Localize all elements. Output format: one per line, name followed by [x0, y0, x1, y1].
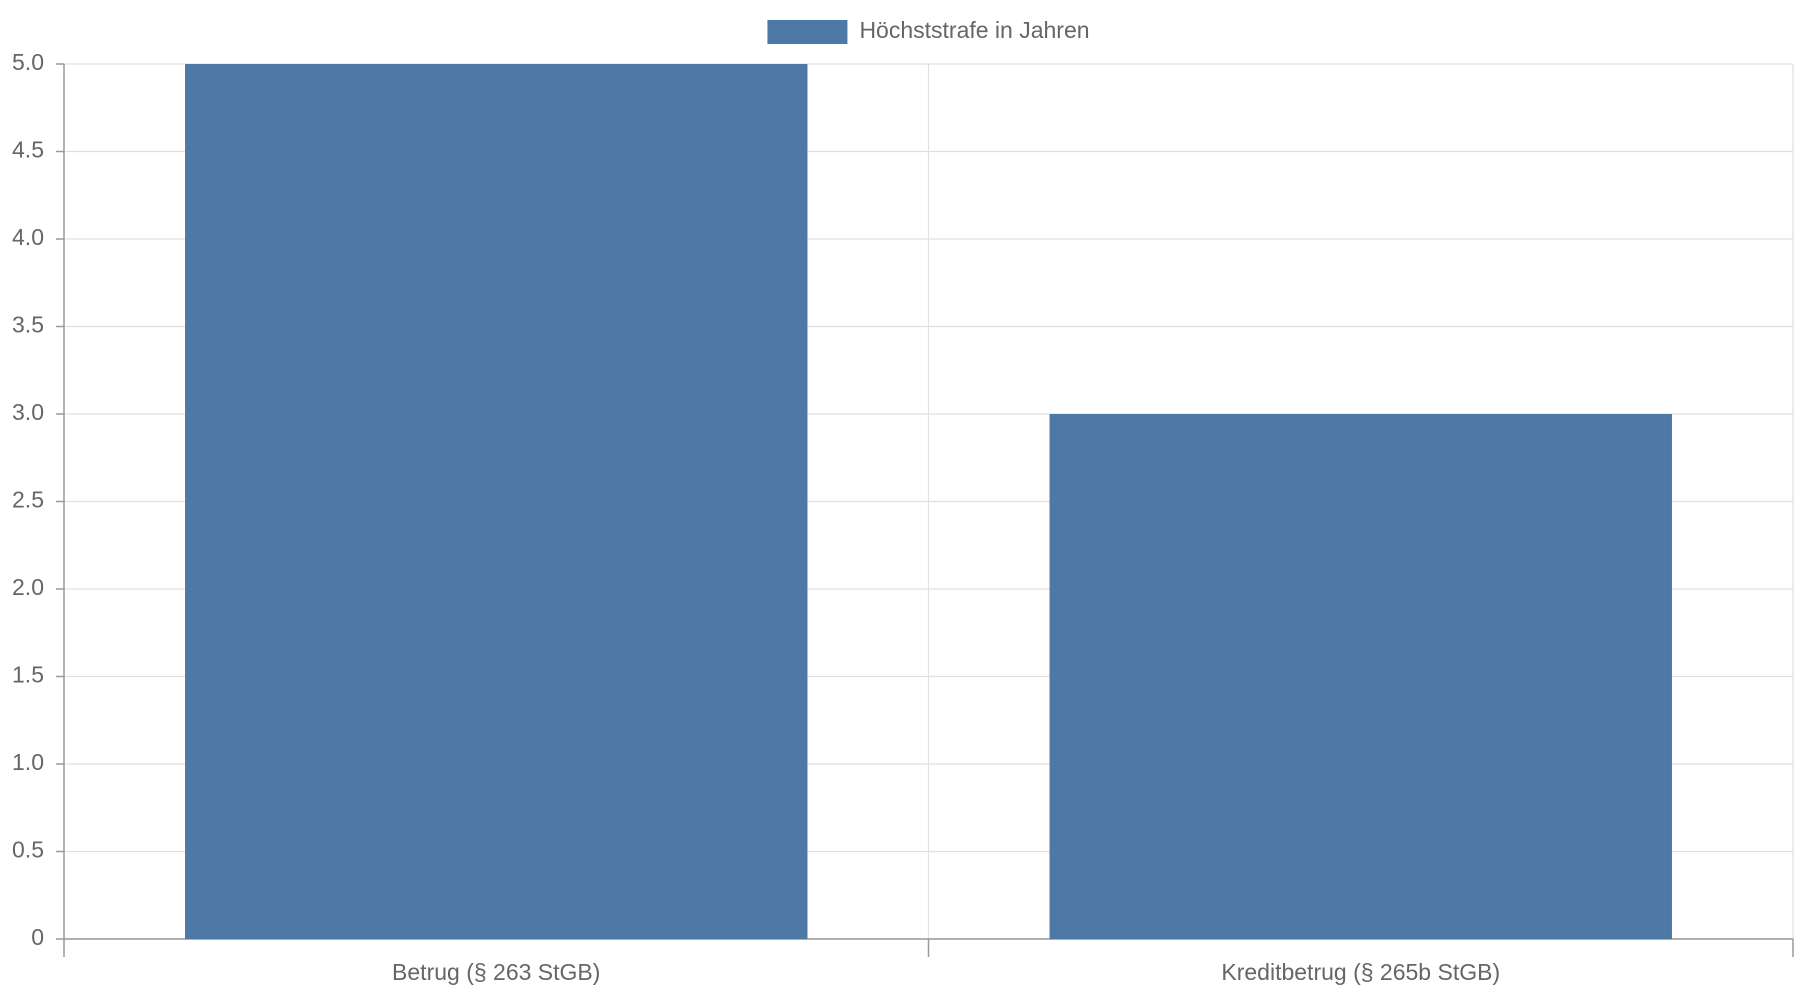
legend-label: Höchststrafe in Jahren	[859, 17, 1089, 43]
bar	[185, 64, 808, 939]
y-tick-label: 3.5	[12, 312, 44, 338]
y-tick-label: 1.5	[12, 662, 44, 688]
y-tick-label: 0.5	[12, 837, 44, 863]
y-tick-label: 2.0	[12, 574, 44, 600]
y-tick-label: 3.0	[12, 399, 44, 425]
y-tick-label: 4.0	[12, 224, 44, 250]
y-tick-label: 4.5	[12, 137, 44, 163]
x-tick-label: Kreditbetrug (§ 265b StGB)	[1221, 959, 1500, 985]
y-tick-label: 0	[31, 924, 44, 950]
legend-swatch	[767, 20, 848, 44]
y-tick-label: 1.0	[12, 749, 44, 775]
x-tick-label: Betrug (§ 263 StGB)	[392, 959, 600, 985]
y-tick-label: 2.5	[12, 487, 44, 513]
y-tick-label: 5.0	[12, 49, 44, 75]
bar	[1049, 414, 1672, 939]
